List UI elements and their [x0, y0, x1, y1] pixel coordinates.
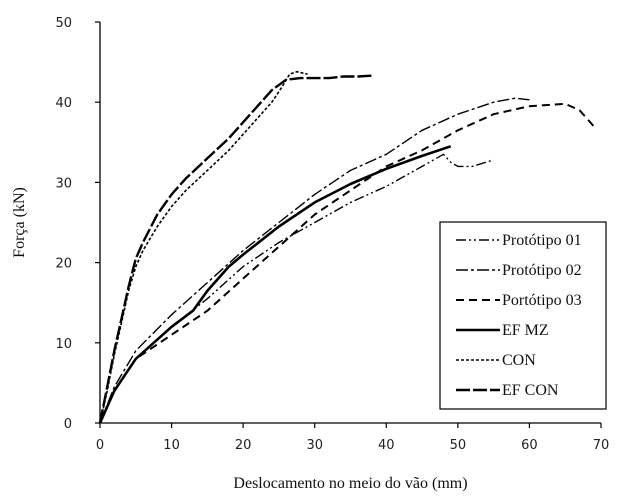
series-line-1 — [99, 153, 494, 424]
x-tick-label: 40 — [378, 438, 395, 453]
legend-label: Portótipo 03 — [502, 292, 582, 309]
y-tick-label: 20 — [55, 257, 72, 272]
x-axis-label: Deslocamento no meio do vão (mm) — [233, 475, 467, 492]
series-line-5 — [99, 70, 308, 424]
legend-label: Protótipo 02 — [502, 262, 582, 279]
x-tick-label: 10 — [163, 438, 180, 453]
series-line-4 — [98, 145, 452, 424]
series-lines — [98, 70, 595, 424]
legend-label: EF CON — [502, 382, 559, 399]
x-tick-label: 0 — [96, 438, 104, 453]
y-ticks: 0 10 20 30 40 50 — [55, 16, 100, 432]
axes — [99, 22, 601, 424]
legend-box — [439, 221, 607, 410]
x-ticks: 0 10 20 30 40 50 60 70 — [96, 423, 609, 453]
legend-label: Protótipo 01 — [502, 232, 582, 249]
legend: Protótipo 01 Protótipo 02 Portótipo 03 EF M… — [439, 221, 607, 410]
y-axis-label: Força (kN) — [11, 187, 28, 258]
x-tick-label: 30 — [306, 438, 323, 453]
x-tick-label: 70 — [593, 438, 610, 453]
legend-label: EF MZ — [502, 322, 549, 339]
y-tick-label: 40 — [55, 96, 72, 111]
y-tick-label: 0 — [64, 417, 72, 432]
x-tick-label: 50 — [450, 438, 467, 453]
legend-label: CON — [502, 352, 536, 369]
y-tick-label: 10 — [55, 337, 72, 352]
x-tick-label: 20 — [235, 438, 252, 453]
y-tick-label: 30 — [55, 176, 72, 191]
y-tick-label: 50 — [55, 16, 72, 31]
series-line-6 — [98, 74, 373, 424]
series-line-2 — [99, 97, 530, 424]
x-tick-label: 60 — [521, 438, 538, 453]
